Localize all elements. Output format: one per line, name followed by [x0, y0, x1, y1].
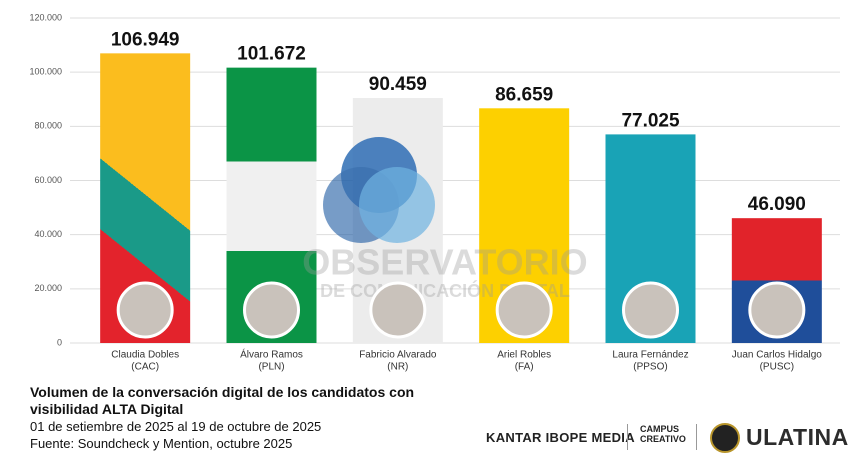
y-tick-label: 20.000 [34, 283, 62, 293]
candidate-photo [116, 281, 174, 339]
campus-logo: CAMPUS CREATIVO [640, 424, 686, 444]
value-label: 77.025 [621, 110, 680, 131]
divider [696, 424, 697, 450]
y-tick-label: 80.000 [34, 121, 62, 131]
x-tick-sublabel: (FA) [515, 362, 534, 373]
kantar-logo: KANTAR IBOPE MEDIA [486, 430, 635, 445]
x-tick-label: Fabricio Alvarado [359, 350, 437, 361]
chart-subtitle: Fuente: Soundcheck y Mention, octubre 20… [30, 436, 293, 451]
campus-logo-line: CAMPUS [640, 424, 680, 434]
divider [627, 424, 628, 450]
x-tick-label: Claudia Dobles [111, 350, 179, 361]
candidate-photo [622, 281, 679, 339]
value-label: 90.459 [369, 74, 427, 95]
candidate-photo [748, 281, 806, 339]
chart-subtitle: 01 de setiembre de 2025 al 19 de octubre… [30, 419, 322, 434]
chart: OBSERVATORIO DE COMUNICACIÓN DIGITAL 0 20… [29, 12, 840, 373]
y-tick-label: 60.000 [34, 175, 62, 185]
watermark: OBSERVATORIO DE COMUNICACIÓN DIGITAL [302, 242, 587, 301]
y-tick-label: 0 [57, 337, 62, 347]
x-tick-label: Laura Fernández [612, 350, 688, 361]
x-tick-sublabel: (PLN) [258, 362, 284, 373]
x-tick-label: Juan Carlos Hidalgo [732, 350, 822, 361]
candidate-photo [369, 281, 427, 339]
x-tick-sublabel: (PUSC) [760, 362, 794, 373]
labels: 0 20.000 40.000 60.000 80.000 100.000 120.000 1… [29, 12, 822, 372]
grid [70, 17, 840, 344]
x-tick-sublabel: (CAC) [131, 362, 159, 373]
y-tick-label: 100.000 [29, 67, 62, 77]
candidate-photo [243, 281, 300, 339]
x-tick-label: Ariel Robles [497, 350, 551, 361]
campus-logo-line: CREATIVO [640, 434, 686, 444]
value-label: 101.672 [237, 44, 306, 65]
y-tick-label: 40.000 [34, 229, 62, 239]
value-label: 106.949 [111, 29, 180, 50]
chart-title: Volumen de la conversación digital de lo… [30, 384, 415, 417]
x-tick-label: Álvaro Ramos [240, 348, 303, 361]
ulatina-logo: ULATINA [746, 424, 849, 450]
x-tick-sublabel: (PPSO) [633, 362, 667, 373]
seal [710, 423, 740, 453]
value-label: 46.090 [748, 194, 806, 215]
x-tick-sublabel: (NR) [387, 362, 408, 373]
y-tick-label: 120.000 [29, 12, 62, 22]
party-logo [323, 137, 435, 243]
value-label: 86.659 [495, 84, 553, 105]
candidate-photo [495, 281, 553, 339]
watermark-line: OBSERVATORIO [302, 242, 587, 283]
